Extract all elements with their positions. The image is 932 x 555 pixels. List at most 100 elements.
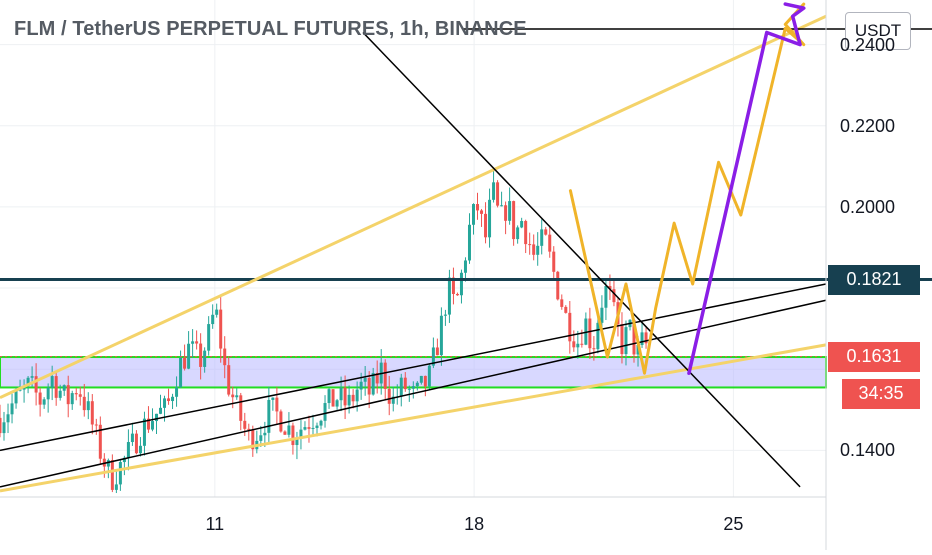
trendline-ascending-a [0,283,827,452]
candle-body [10,403,14,415]
time-tick-label: 11 [205,514,225,534]
bar-countdown-tag: 34:35 [842,378,920,409]
candle-body [146,418,150,430]
candle-body [114,484,118,490]
candle-body [484,213,488,238]
candle-body [58,390,62,398]
candle-body [6,414,10,423]
candle-series [0,170,648,494]
candle-body [14,390,18,404]
candle-body [231,394,235,398]
candle-body [94,424,98,426]
candle-body [496,182,500,206]
candle-body [375,373,379,384]
candle-body [171,396,175,402]
candle-body [42,399,46,405]
candle-body [74,393,78,395]
candle-body [572,341,576,348]
candle-body [488,199,492,238]
candle-body [516,227,520,240]
candle-body [219,309,223,349]
candle-body [54,376,58,398]
time-tick-label: 18 [464,514,485,534]
time-tick-label: 25 [723,514,744,534]
candle-body [2,422,6,434]
candle-body [391,396,395,404]
candle-body [187,343,191,369]
candle-body [327,389,331,404]
candle-body [307,427,311,429]
candle-body [407,388,411,390]
candle-body [263,432,267,436]
candle-body [142,418,146,446]
candle-body [632,319,636,355]
candle-body [247,428,251,430]
candle-body [556,271,560,300]
candle-body [363,378,367,382]
candle-body [163,398,167,408]
trendline-channel-top [0,14,827,399]
candle-body [544,229,548,235]
candle-body [179,357,183,388]
candle-body [227,365,231,395]
candle-body [0,417,2,434]
candle-body [275,397,279,412]
candle-body [319,420,323,426]
candle-body [508,201,512,221]
candle-body [223,348,227,366]
candle-body [387,388,391,404]
candle-body [26,377,30,386]
candle-body [455,293,459,296]
currency-button[interactable]: USDT [845,12,911,50]
candle-body [243,420,247,429]
trendline-descending [362,31,801,488]
candle-body [38,392,42,405]
candle-body [339,387,343,401]
projection-group [568,2,806,376]
candle-body [443,314,447,316]
candle-body [476,204,480,211]
price-tick-label: 0.2200 [840,115,896,136]
candle-body [287,425,291,435]
candle-body [323,403,327,421]
candle-body [311,427,315,429]
candle-body [403,377,407,390]
candle-body [175,387,179,397]
candle-body [315,425,319,428]
last-price-tag: 0.1631 [828,341,920,372]
candle-body [580,343,584,345]
candle-body [411,386,415,389]
candle-body [271,397,275,400]
candle-body [427,365,431,387]
candle-body [199,343,203,367]
candle-body [138,445,142,454]
candle-body [564,306,568,313]
candle-body [367,378,371,395]
candle-body [640,332,644,346]
candle-body [195,341,199,344]
candle-body [644,332,648,344]
candle-body [532,244,536,255]
candle-body [620,324,624,355]
candle-body [122,457,126,463]
candle-body [34,376,38,393]
candle-body [98,424,102,459]
candle-body [50,376,54,388]
candle-body [30,376,34,378]
candle-body [548,234,552,252]
candle-body [624,327,628,355]
candle-body [612,289,616,303]
candle-body [203,350,207,367]
candle-body [399,377,403,397]
candle-body [439,315,443,356]
candle-body [239,395,243,421]
candle-body [279,411,283,432]
candle-body [90,401,94,425]
projection-path-purple [687,2,806,376]
candle-body [423,375,427,387]
candle-body [215,309,219,315]
candle-body [636,345,640,355]
candle-body [343,387,347,406]
